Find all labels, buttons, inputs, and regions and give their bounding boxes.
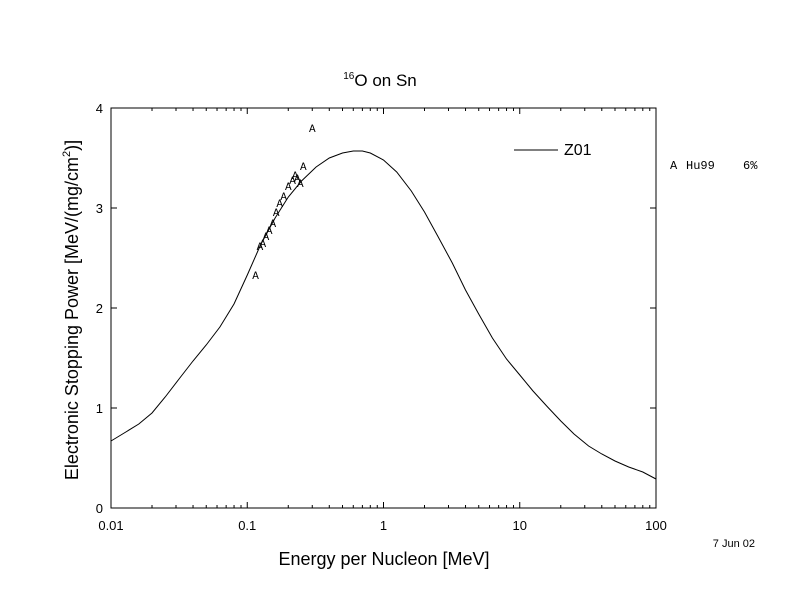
data-point-hu99: A — [257, 242, 264, 254]
data-point-hu99: A — [292, 171, 299, 183]
x-tick-label: 1 — [380, 518, 387, 533]
y-axis-label-suffix: )] — [62, 140, 82, 151]
data-point-hu99: A — [297, 179, 304, 191]
x-tick-label: 0.01 — [98, 518, 123, 533]
legend-label-z01: Z01 — [564, 142, 592, 159]
legend: Z01 — [514, 142, 592, 159]
data-point-hu99: A — [263, 232, 270, 244]
y-tick-label: 0 — [96, 501, 103, 516]
data-point-hu99: A — [294, 174, 301, 186]
series-line-z01 — [110, 150, 657, 480]
chart-title-superscript: 16 — [343, 71, 355, 82]
y-tick-label: 4 — [96, 101, 103, 116]
x-axis-ticks: 0.01 0.1 1 10 100 — [98, 108, 667, 533]
y-axis-label-main: Electronic Stopping Power [MeV/(mg/cm — [62, 157, 82, 480]
y-tick-label: 3 — [96, 201, 103, 216]
date-stamp: 7 Jun 02 — [713, 538, 755, 550]
data-source-marker: A — [670, 159, 678, 173]
x-tick-label: 10 — [513, 518, 527, 533]
y-tick-label: 2 — [96, 301, 103, 316]
chart-title: 16O on Sn — [343, 71, 417, 90]
data-point-hu99: A — [289, 176, 296, 188]
data-source-name: Hu99 — [686, 159, 715, 173]
data-point-hu99: A — [276, 199, 283, 211]
y-tick-label: 1 — [96, 401, 103, 416]
data-point-hu99: A — [309, 124, 316, 136]
data-point-hu99: A — [273, 208, 280, 220]
data-point-hu99: A — [300, 162, 307, 174]
data-point-hu99: A — [252, 271, 259, 283]
data-point-hu99: A — [280, 192, 287, 204]
x-tick-label: 100 — [645, 518, 667, 533]
x-axis-label: Energy per Nucleon [MeV] — [278, 549, 489, 569]
y-axis-label: Electronic Stopping Power [MeV/(mg/cm2)] — [61, 140, 82, 480]
data-point-hu99: A — [259, 239, 266, 251]
data-source-note: A Hu99 6% — [670, 159, 758, 173]
data-source-uncertainty: 6% — [743, 159, 758, 173]
y-axis-label-superscript: 2 — [61, 151, 73, 157]
x-tick-label: 0.1 — [238, 518, 256, 533]
data-point-hu99: A — [269, 219, 276, 231]
data-point-hu99: A — [285, 182, 292, 194]
y-axis-ticks: 0 1 2 3 4 — [96, 101, 656, 516]
data-point-hu99: A — [266, 226, 273, 238]
chart-title-main: O on Sn — [354, 71, 416, 90]
